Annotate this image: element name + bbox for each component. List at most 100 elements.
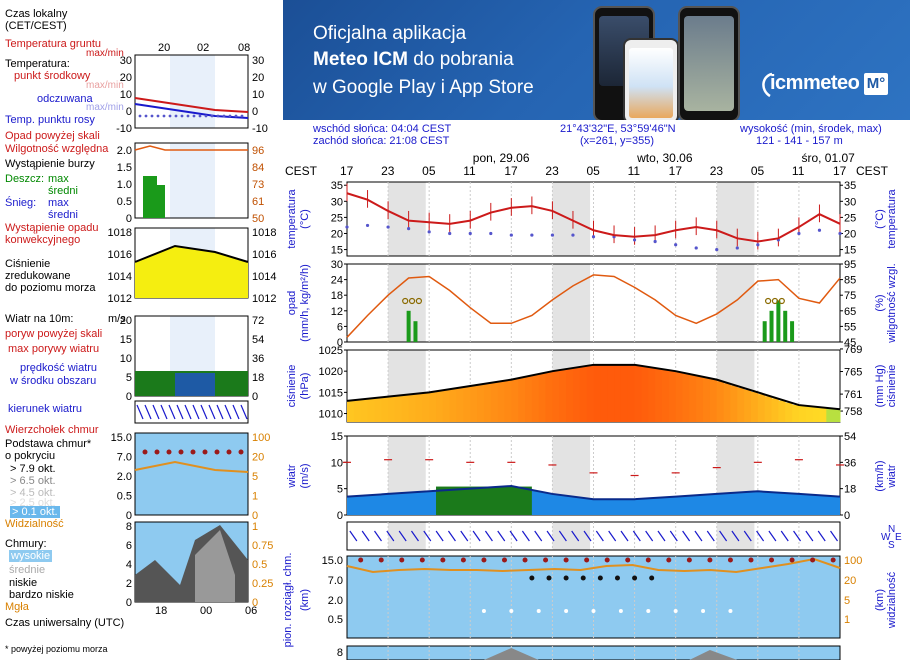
legend-wind-arrow [136, 404, 144, 420]
legend-dew-dot [234, 114, 238, 118]
legend-cloud-top-dot [238, 449, 244, 455]
wind-arrow [583, 530, 592, 542]
local-tick: 20 [158, 42, 171, 54]
pressure-strip [463, 386, 471, 422]
legend-tick-label: 2 [126, 578, 132, 590]
pressure-strip [778, 400, 786, 422]
night-band [716, 182, 755, 256]
wind-arrow [484, 530, 493, 542]
humidity-line [346, 274, 841, 338]
dew-point-dot [756, 243, 760, 247]
y-tick-label-right: 30 [844, 196, 856, 208]
y-tick-label: 15 [331, 245, 343, 257]
legend-tick-label: 0.5 [117, 196, 132, 208]
axis-unit-left: (m/s) [299, 463, 311, 488]
legend-night-band [170, 143, 215, 218]
legend-tick-label: 0 [252, 391, 258, 403]
legend-wind-arrow [200, 404, 208, 420]
legend-tick-label: 0 [126, 213, 132, 225]
dew-point-dot [797, 231, 801, 236]
cloud-base-dot [529, 575, 535, 581]
wind-arrow [349, 530, 358, 542]
pressure-strip [456, 387, 464, 422]
pressure-strip [826, 408, 834, 422]
dew-point-dot [571, 233, 575, 237]
pressure-strip [394, 395, 403, 422]
banner-line-2-rest: do pobrania [408, 49, 514, 70]
legend-tick-label: 20 [252, 452, 264, 464]
y-tick-label-right: 20 [844, 575, 856, 587]
dew-point-dot [365, 223, 370, 228]
wind-arrow [632, 530, 641, 542]
y-tick-label-right: 55 [844, 321, 856, 333]
hour-label: 23 [710, 164, 724, 178]
axis-unit-left: (km) [299, 589, 311, 611]
coverage-label: > 6.5 okt. [10, 475, 56, 487]
legend-cloud-top-dot [226, 449, 232, 455]
legend-visibility-line [134, 460, 249, 473]
icmmeteo-logo[interactable]: icmmeteo M° [758, 68, 898, 104]
cloud-top-dot [563, 557, 569, 563]
y-tick-label-right: 758 [844, 406, 862, 418]
legend-cloud-top-dot [178, 449, 184, 455]
y-tick-label-right: 18 [844, 484, 856, 496]
y-tick-label: 2.0 [328, 595, 343, 607]
wind-arrow [472, 530, 481, 542]
legend-rain-bar [157, 185, 165, 218]
hour-label: 17 [669, 164, 683, 178]
y-tick-label: 0.5 [328, 614, 343, 626]
cloud-top-dot [543, 557, 549, 563]
cloud-base-dot [563, 575, 569, 581]
wind-arrow [805, 530, 814, 542]
temp-mid-sub: max/min [86, 80, 124, 91]
cloud-top-dot [645, 557, 651, 563]
y-tick-label-right: 100 [844, 555, 862, 567]
legend-tick-label: 20 [120, 315, 132, 327]
visibility-line [346, 557, 841, 574]
wind-arrow [706, 530, 715, 542]
y-tick-label: 5 [337, 484, 343, 496]
pressure-strip [819, 407, 827, 422]
pressure-strip [682, 373, 690, 422]
compass-n: N [888, 524, 895, 535]
legend-tick-label: 20 [120, 72, 132, 84]
app-promo-banner[interactable]: Oficjalna aplikacja Meteo ICM do pobrani… [283, 0, 910, 120]
pressure-strip [490, 382, 499, 422]
cloud-base-dot [597, 575, 603, 581]
pressure-strip [442, 390, 451, 422]
cloud-top-dot [769, 557, 775, 563]
wind-arrow [793, 530, 802, 542]
dew-point-dot [735, 246, 739, 250]
legend-cloud-shape [195, 530, 235, 602]
cloud-top-dot [666, 557, 672, 563]
wind-speed-label-2: w środku obszaru [10, 375, 97, 387]
dew-point-dot [407, 227, 411, 231]
legend-tick-label: 36 [252, 353, 264, 365]
y-tick-label: 1025 [319, 345, 343, 357]
y-tick-label-right: 765 [844, 367, 862, 379]
storm-marker [765, 297, 772, 305]
panel-frame [346, 645, 841, 660]
cloud-top-dot [625, 557, 631, 563]
legend-tick-label: 54 [252, 334, 264, 346]
visibility-label: Widzialność [5, 518, 64, 530]
pressure-strip [757, 394, 766, 422]
axis-unit-left: (hPa) [299, 373, 311, 400]
axis-unit-right: (km) [874, 589, 886, 611]
legend-tick-label: 100 [252, 432, 270, 444]
legend-tick-label: 84 [252, 162, 264, 174]
legend-tick-label: 0 [252, 106, 258, 118]
coordinates: 21°43'32"E, 53°59'46"N [560, 123, 676, 135]
legend-tick-label: 8 [126, 521, 132, 533]
legend-tick-label: 0 [126, 510, 132, 522]
feels-like-sub: max/min [86, 102, 124, 113]
legend-dew-dot [240, 114, 244, 118]
legend-tick-label: 0 [126, 391, 132, 403]
legend-wind-arrow [216, 404, 224, 420]
dew-point-dot [632, 238, 637, 242]
legend-tick-label: 1 [252, 521, 258, 533]
pressure-strip [408, 394, 416, 422]
wind-arrow [768, 530, 777, 542]
night-band [388, 522, 426, 550]
cloud-top-dot [604, 557, 610, 563]
